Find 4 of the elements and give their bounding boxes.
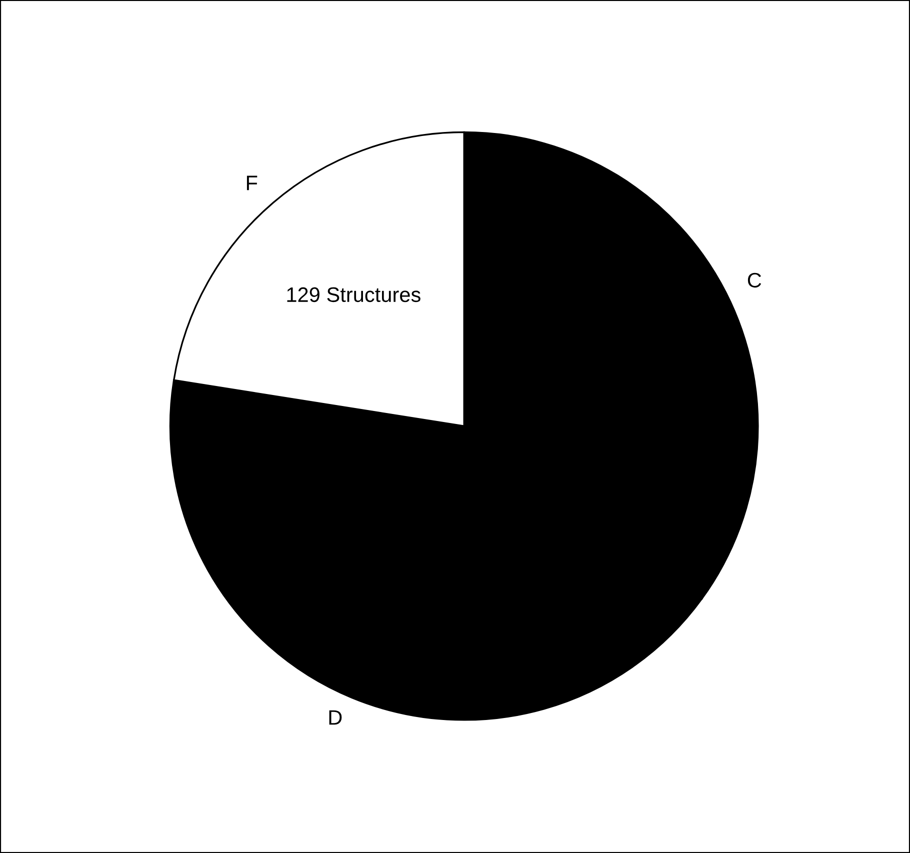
slice-label: F <box>246 176 258 190</box>
slice-label: D <box>329 710 342 725</box>
slice-label: C <box>748 272 762 288</box>
text: 129 Structures <box>287 287 420 302</box>
